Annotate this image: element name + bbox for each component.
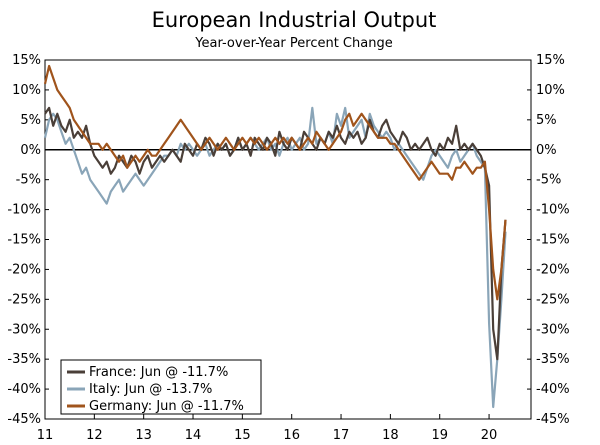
- y-tick-label-left: -25%: [7, 292, 41, 307]
- x-tick-label: 16: [283, 428, 300, 443]
- y-axis-right: 15% 10% 5% 0% -5% -10% -15% -20% -25% -30% -35% -40…: [527, 53, 570, 427]
- legend-box: [60, 359, 262, 415]
- y-tick-label-right: -25%: [536, 292, 570, 307]
- y-tick-label-right: -20%: [536, 262, 570, 277]
- x-tick-label: 11: [37, 428, 54, 443]
- series-line-italy: [43, 106, 507, 409]
- y-tick-label-left: -20%: [7, 262, 41, 277]
- y-tick-label-right: -30%: [536, 322, 570, 337]
- y-tick-label-left: -45%: [7, 412, 41, 427]
- y-tick-label-right: 10%: [536, 83, 565, 98]
- legend-label-italy: Italy: Jun @ -13.7%: [89, 382, 212, 397]
- series-line-germany: [43, 64, 507, 301]
- y-tick-label-left: 10%: [12, 83, 41, 98]
- series-line-france: [44, 106, 507, 361]
- y-tick-label-right: -10%: [536, 203, 570, 218]
- x-tick-label: 13: [135, 428, 152, 443]
- chart-subtitle: Year-over-Year Percent Change: [194, 36, 392, 51]
- x-tick-label: 14: [185, 428, 202, 443]
- y-tick-label-right: -45%: [536, 412, 570, 427]
- y-tick-label-right: -40%: [536, 382, 570, 397]
- y-tick-label-right: -15%: [536, 233, 570, 248]
- y-tick-label-right: 5%: [536, 113, 557, 128]
- x-tick-label: 19: [431, 428, 448, 443]
- y-tick-label-left: -10%: [7, 203, 41, 218]
- y-tick-label-left: -40%: [7, 382, 41, 397]
- y-tick-label-left: 15%: [12, 53, 41, 68]
- legend: France: Jun @ -11.7% Italy: Jun @ -13.7% G…: [60, 359, 262, 415]
- y-tick-label-right: -35%: [536, 352, 570, 367]
- y-tick-label-left: -5%: [16, 173, 41, 188]
- y-tick-label-right: -5%: [536, 173, 561, 188]
- y-tick-label-left: 0%: [20, 143, 41, 158]
- x-tick-label: 15: [234, 428, 251, 443]
- y-tick-label-left: -15%: [7, 233, 41, 248]
- y-tick-label-right: 0%: [536, 143, 557, 158]
- y-axis-left: 15% 10% 5% 0% -5% -10% -15% -20% -25% -30% -35% -40…: [7, 53, 49, 427]
- x-tick-label: 17: [333, 428, 350, 443]
- y-tick-label-left: 5%: [20, 113, 41, 128]
- y-tick-label-left: -35%: [7, 352, 41, 367]
- chart-title: European Industrial Output: [152, 8, 437, 32]
- x-axis: 11 12 13 14 15 16 17 18 19 20: [37, 414, 498, 443]
- x-tick-label: 12: [86, 428, 103, 443]
- legend-label-france: France: Jun @ -11.7%: [89, 365, 228, 380]
- legend-label-germany: Germany: Jun @ -11.7%: [89, 399, 244, 414]
- y-tick-label-right: 15%: [536, 53, 565, 68]
- x-tick-label: 18: [382, 428, 399, 443]
- series-lines: [43, 64, 507, 409]
- y-tick-label-left: -30%: [7, 322, 41, 337]
- x-tick-label: 20: [481, 428, 498, 443]
